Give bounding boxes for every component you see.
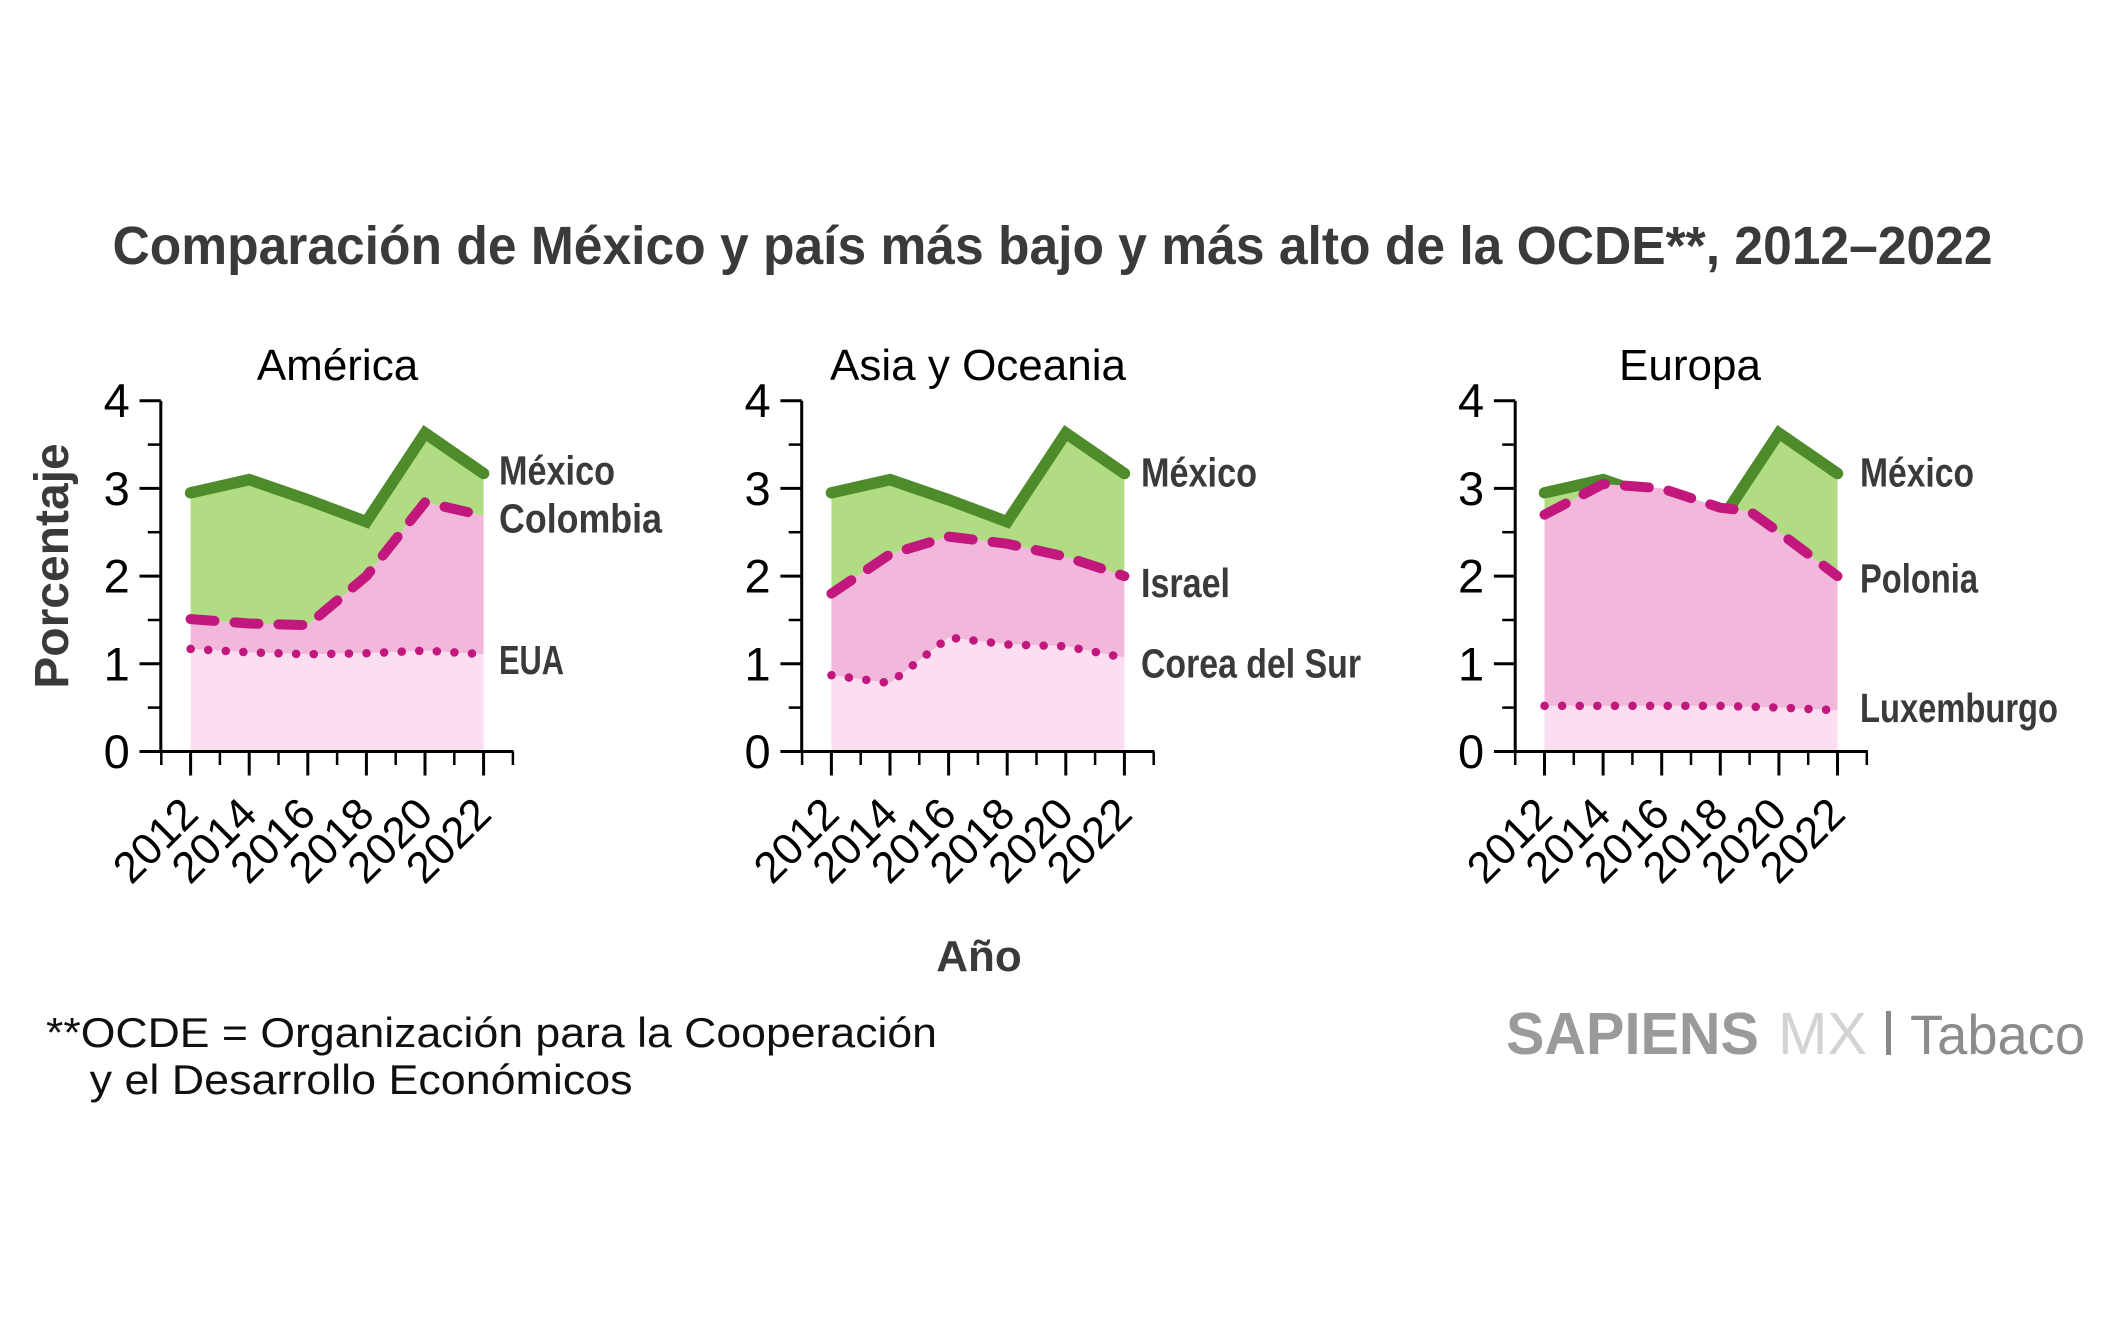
- svg-text:0: 0: [745, 725, 771, 778]
- svg-text:4: 4: [745, 374, 771, 427]
- svg-text:SAPIENS: SAPIENS: [1506, 1001, 1759, 1067]
- svg-text:Europa: Europa: [1619, 341, 1761, 390]
- svg-text:Polonia: Polonia: [1860, 556, 1979, 602]
- svg-text:4: 4: [1458, 374, 1484, 427]
- svg-text:4: 4: [104, 374, 130, 427]
- svg-text:y el Desarrollo Económicos: y el Desarrollo Económicos: [90, 1056, 633, 1103]
- svg-text:0: 0: [104, 725, 130, 778]
- svg-text:Colombia: Colombia: [499, 496, 663, 542]
- svg-text:México: México: [1860, 450, 1974, 496]
- svg-text:**OCDE = Organización para la: **OCDE = Organización para la Cooperació…: [46, 1009, 937, 1056]
- svg-text:Luxemburgo: Luxemburgo: [1860, 685, 2058, 731]
- svg-text:Israel: Israel: [1141, 560, 1230, 606]
- svg-text:México: México: [1141, 450, 1257, 496]
- svg-text:Comparación de México y país m: Comparación de México y país más bajo y …: [113, 216, 1993, 276]
- svg-text:1: 1: [745, 637, 771, 690]
- svg-text:MX: MX: [1778, 1001, 1867, 1067]
- svg-text:3: 3: [104, 462, 130, 515]
- svg-text:Corea del Sur: Corea del Sur: [1141, 641, 1361, 687]
- svg-text:Tabaco: Tabaco: [1910, 1003, 2085, 1066]
- svg-text:2: 2: [745, 550, 771, 603]
- svg-text:Año: Año: [936, 932, 1022, 981]
- svg-text:1: 1: [1458, 637, 1484, 690]
- svg-text:1: 1: [104, 637, 130, 690]
- svg-text:Asia y Oceania: Asia y Oceania: [830, 341, 1126, 390]
- svg-text:3: 3: [745, 462, 771, 515]
- svg-text:2: 2: [1458, 550, 1484, 603]
- svg-text:EUA: EUA: [499, 637, 564, 683]
- svg-text:América: América: [257, 341, 419, 390]
- svg-text:0: 0: [1458, 725, 1484, 778]
- svg-text:Porcentaje: Porcentaje: [26, 443, 79, 688]
- svg-text:2: 2: [104, 550, 130, 603]
- svg-text:México: México: [499, 448, 615, 494]
- svg-text:3: 3: [1458, 462, 1484, 515]
